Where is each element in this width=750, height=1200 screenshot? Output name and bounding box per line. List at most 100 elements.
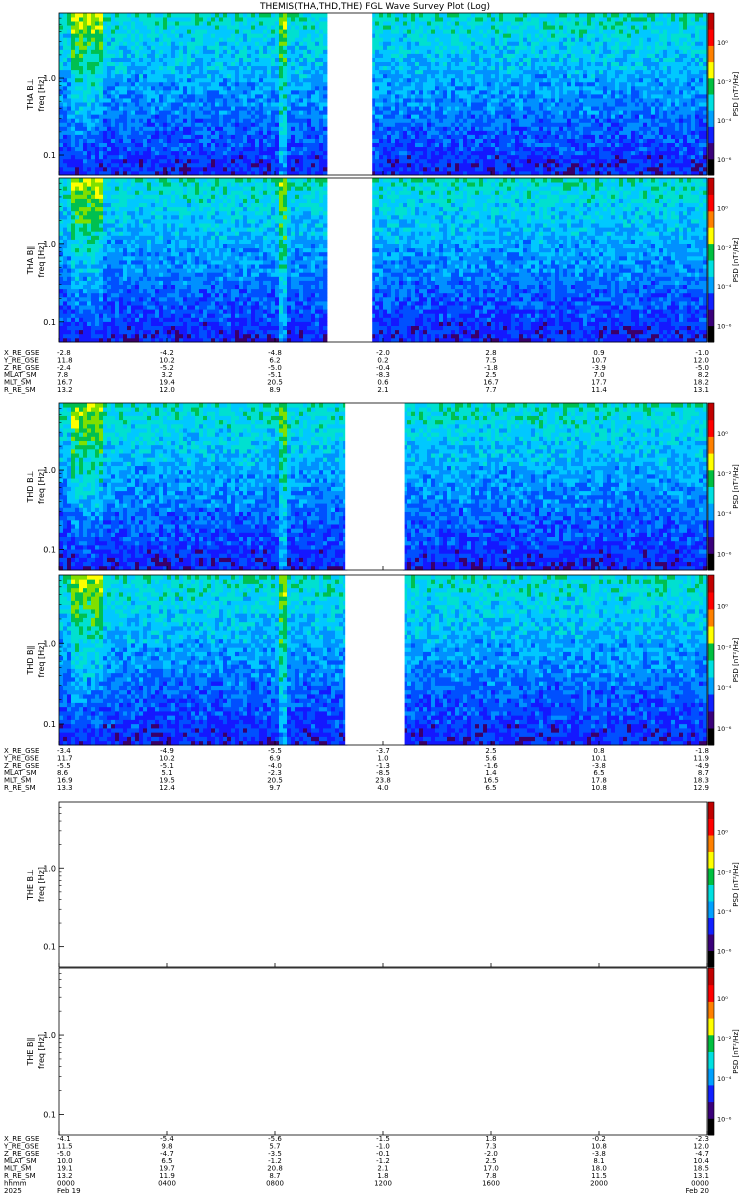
- spectrogram-cell: [159, 110, 163, 114]
- spectrogram-cell: [103, 33, 107, 37]
- spectrogram-cell: [139, 37, 143, 41]
- spectrogram-cell: [479, 139, 483, 143]
- spectrogram-cell: [107, 122, 111, 126]
- spectrogram-cell: [323, 139, 327, 143]
- spectrogram-cell: [503, 45, 507, 49]
- spectrogram-cell: [399, 66, 403, 70]
- spectrogram-cell: [295, 13, 299, 17]
- spectrogram-cell: [475, 143, 479, 147]
- spectrogram-cell: [243, 41, 247, 45]
- spectrogram-cell: [59, 17, 63, 21]
- spectrogram-cell: [403, 62, 407, 66]
- spectrogram-cell: [547, 78, 551, 82]
- spectrogram-cell: [455, 37, 459, 41]
- spectrogram-cell: [595, 66, 599, 70]
- spectrogram-cell: [271, 139, 275, 143]
- spectrogram-cell: [243, 62, 247, 66]
- spectrogram-cell: [151, 62, 155, 66]
- spectrogram-cell: [299, 62, 303, 66]
- spectrogram-cell: [71, 155, 75, 159]
- spectrogram-cell: [463, 70, 467, 74]
- spectrogram-cell: [59, 25, 63, 29]
- spectrogram-cell: [251, 58, 255, 62]
- spectrogram-cell: [279, 33, 283, 37]
- spectrogram-cell: [535, 163, 539, 167]
- spectrogram-cell: [411, 151, 415, 155]
- spectrogram-cell: [483, 58, 487, 62]
- spectrogram-cell: [123, 33, 127, 37]
- spectrogram-cell: [375, 21, 379, 25]
- spectrogram-cell: [503, 98, 507, 102]
- spectrogram-cell: [439, 122, 443, 126]
- spectrogram-cell: [299, 13, 303, 17]
- spectrogram-cell: [431, 58, 435, 62]
- spectrogram-cell: [535, 159, 539, 163]
- spectrogram-cell: [139, 151, 143, 155]
- spectrogram-cell: [207, 37, 211, 41]
- spectrogram-cell: [71, 106, 75, 110]
- spectrogram-cell: [199, 135, 203, 139]
- spectrogram-cell: [143, 33, 147, 37]
- spectrogram-cell: [271, 45, 275, 49]
- spectrogram-cell: [239, 41, 243, 45]
- spectrogram-cell: [271, 143, 275, 147]
- spectrogram-cell: [319, 21, 323, 25]
- spectrogram-cell: [311, 62, 315, 66]
- spectrogram-cell: [271, 163, 275, 167]
- spectrogram-cell: [407, 70, 411, 74]
- spectrogram-cell: [471, 62, 475, 66]
- spectrogram-cell: [467, 86, 471, 90]
- spectrogram-cell: [395, 54, 399, 58]
- spectrogram-cell: [451, 110, 455, 114]
- spectrogram-cell: [147, 163, 151, 167]
- spectrogram-cell: [115, 41, 119, 45]
- spectrogram-cell: [407, 25, 411, 29]
- spectrogram-cell: [151, 102, 155, 106]
- spectrogram-cell: [79, 13, 83, 17]
- spectrogram-cell: [163, 13, 167, 17]
- spectrogram-cell: [279, 122, 283, 126]
- spectrogram-cell: [599, 58, 603, 62]
- spectrogram-cell: [423, 78, 427, 82]
- spectrogram-cell: [103, 13, 107, 17]
- spectrogram-cell: [419, 21, 423, 25]
- spectrogram-cell: [103, 163, 107, 167]
- spectrogram-cell: [303, 54, 307, 58]
- spectrogram-cell: [467, 110, 471, 114]
- spectrogram-cell: [391, 66, 395, 70]
- spectrogram-cell: [535, 151, 539, 155]
- spectrogram-cell: [407, 94, 411, 98]
- spectrogram-cell: [271, 41, 275, 45]
- spectrogram-cell: [459, 151, 463, 155]
- spectrogram-cell: [163, 45, 167, 49]
- spectrogram-cell: [91, 37, 95, 41]
- spectrogram-cell: [183, 13, 187, 17]
- spectrogram-cell: [583, 49, 587, 53]
- spectrogram-cell: [491, 130, 495, 134]
- spectrogram-cell: [263, 70, 267, 74]
- spectrogram-cell: [259, 78, 263, 82]
- spectrogram-cell: [175, 49, 179, 53]
- spectrogram-cell: [179, 86, 183, 90]
- spectrogram-cell: [167, 78, 171, 82]
- spectrogram-cell: [467, 155, 471, 159]
- spectrogram-cell: [563, 143, 567, 147]
- spectrogram-cell: [567, 159, 571, 163]
- spectrogram-cell: [211, 147, 215, 151]
- spectrogram-cell: [315, 13, 319, 17]
- spectrogram-cell: [583, 54, 587, 58]
- spectrogram-cell: [251, 102, 255, 106]
- spectrogram-cell: [303, 90, 307, 94]
- spectrogram-cell: [135, 17, 139, 21]
- spectrogram-cell: [579, 155, 583, 159]
- spectrogram-cell: [483, 49, 487, 53]
- spectrogram-cell: [287, 29, 291, 33]
- spectrogram-cell: [63, 78, 67, 82]
- spectrogram-cell: [95, 159, 99, 163]
- spectrogram-cell: [255, 114, 259, 118]
- spectrogram-cell: [503, 37, 507, 41]
- spectrogram-cell: [563, 155, 567, 159]
- spectrogram-cell: [295, 33, 299, 37]
- spectrogram-cell: [247, 82, 251, 86]
- spectrogram-cell: [515, 74, 519, 78]
